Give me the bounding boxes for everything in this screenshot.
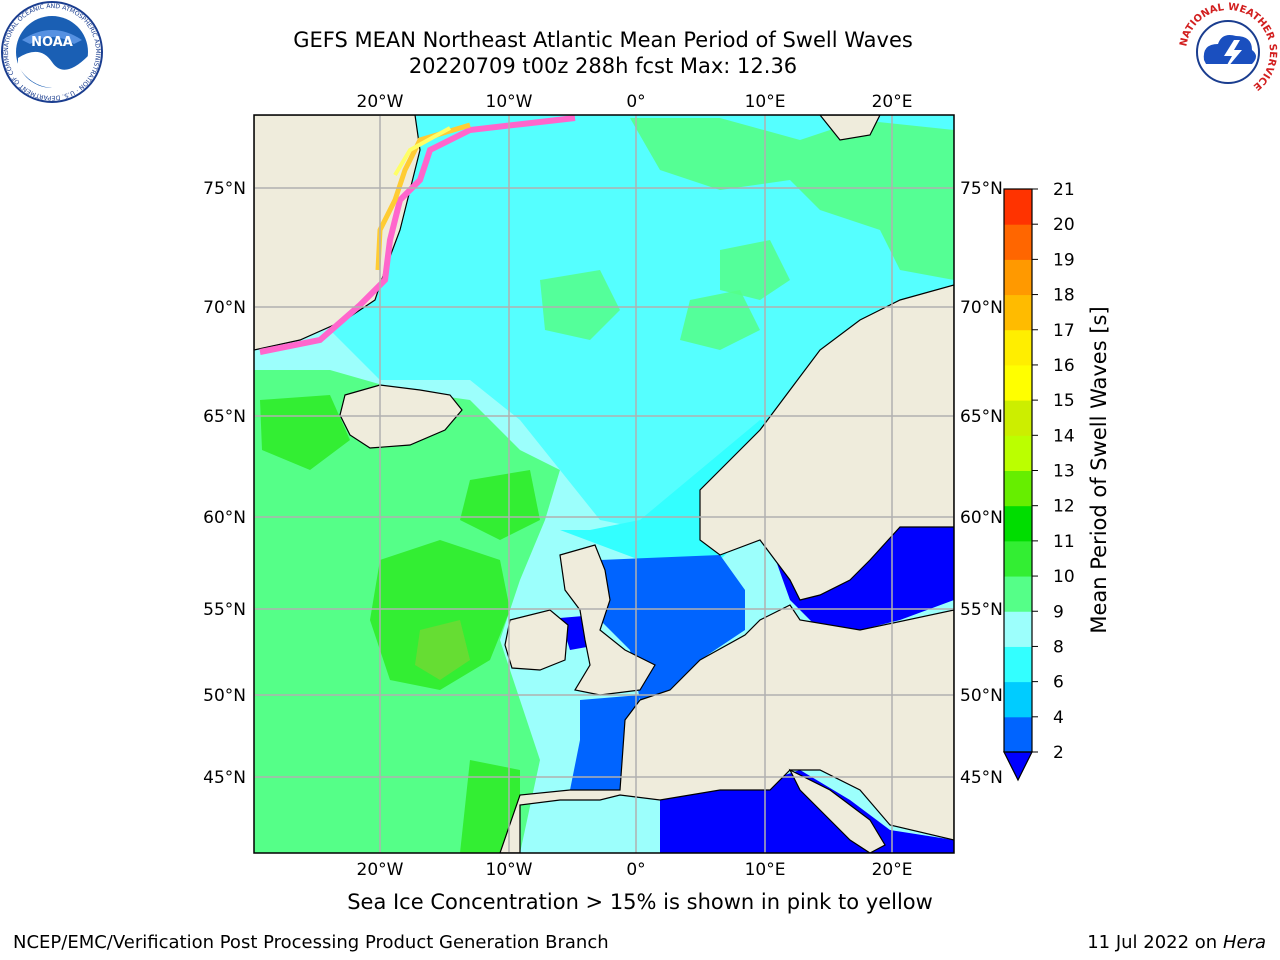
noaa-logo-text: NOAA [31, 35, 73, 50]
colorbar-bin [1004, 294, 1032, 331]
swell-zone-9-10s-mid2 [680, 290, 760, 350]
land-uk [559, 544, 656, 696]
nws-logo: NATIONAL WEATHER SERVICE [1178, 2, 1278, 102]
latitude-label: 65°N [960, 407, 1003, 427]
colorbar-bin [1004, 224, 1032, 260]
longitude-label: 10°W [486, 860, 533, 880]
colorbar-tick-label: 19 [1053, 250, 1075, 270]
colorbar: 2 4 6 8 9 10 11 12 13 14 15 16 17 18 19 20 21 [1003, 180, 1075, 782]
longitude-label: 20°W [357, 860, 404, 880]
latitude-label: 55°N [203, 600, 246, 620]
latitude-label: 45°N [203, 768, 246, 788]
swell-zone-9-10s-north [630, 118, 954, 280]
colorbar-tick-label: 20 [1053, 215, 1075, 235]
latitude-label: 70°N [203, 298, 246, 318]
land-italy-boot [788, 768, 886, 853]
land-svalbard [819, 115, 881, 141]
latitude-label: 50°N [960, 686, 1003, 706]
longitude-label: 10°E [745, 92, 786, 112]
latitude-label: 50°N [203, 686, 246, 706]
colorbar-tick-label: 12 [1053, 497, 1075, 517]
footer-date-text: 11 Jul 2022 on [1087, 932, 1223, 953]
colorbar-tick-label: 2 [1053, 743, 1064, 763]
colorbar-bin [1004, 505, 1032, 542]
longitude-label: 20°E [872, 860, 913, 880]
longitude-label: 0° [626, 860, 645, 880]
longitude-label: 0° [626, 92, 645, 112]
colorbar-tick-label: 16 [1053, 356, 1075, 376]
colorbar-bin [1004, 400, 1032, 436]
swell-zone-11-12s [415, 620, 470, 680]
colorbar-bin [1004, 435, 1032, 471]
sea-ice-caption: Sea Ice Concentration > 15% is shown in … [347, 890, 933, 914]
colorbar-tick-label: 17 [1053, 321, 1075, 341]
latitude-label: 70°N [960, 298, 1003, 318]
colorbar-bin [1004, 716, 1032, 753]
colorbar-bin [1004, 470, 1032, 507]
colorbar-tick-label: 13 [1053, 462, 1075, 482]
footer-date: 11 Jul 2022 on Hera [1087, 932, 1266, 953]
swell-zone-9-10s-mid3 [720, 240, 790, 300]
sea-ice-yellow [393, 126, 451, 177]
latitude-label: 65°N [203, 407, 246, 427]
swell-zone-2-4s-med [660, 770, 954, 853]
colorbar-bin [1004, 540, 1032, 577]
land-ireland [504, 609, 569, 671]
colorbar-bin [1004, 364, 1032, 401]
swell-zone-10-11s-b [260, 395, 350, 470]
land-scandinavia [699, 284, 954, 601]
chart-subtitle: 20220709 t00z 288h fcst Max: 12.36 [408, 54, 798, 78]
colorbar-tick-label: 4 [1053, 708, 1064, 728]
colorbar-tick-label: 8 [1053, 637, 1064, 657]
swell-zone-2-4s-baltic [765, 527, 954, 630]
map-frame [253, 114, 955, 854]
longitude-label: 20°E [872, 92, 913, 112]
colorbar-tick-label: 14 [1053, 426, 1075, 446]
colorbar-bin [1004, 646, 1032, 683]
footer-credit: NCEP/EMC/Verification Post Processing Pr… [13, 932, 609, 953]
colorbar-bin [1004, 611, 1032, 647]
colorbar-tick-label: 10 [1053, 567, 1075, 587]
longitude-label: 20°W [357, 92, 404, 112]
colorbar-bin [1004, 259, 1032, 296]
colorbar-extend-arrow [1003, 751, 1033, 782]
colorbar-tick-label: 9 [1053, 602, 1064, 622]
latitude-label: 75°N [203, 179, 246, 199]
colorbar-bin [1004, 329, 1032, 366]
latitude-label: 55°N [960, 600, 1003, 620]
noaa-logo: NATIONAL OCEANIC AND ATMOSPHERIC ADMINIS… [0, 0, 103, 103]
colorbar-bin [1004, 681, 1032, 718]
swell-zone-10-11s-d [460, 760, 520, 853]
chart-title: GEFS MEAN Northeast Atlantic Mean Period… [293, 28, 913, 52]
longitude-label: 10°W [486, 92, 533, 112]
latitude-label: 45°N [960, 768, 1003, 788]
swell-zone-10-11s-c [460, 470, 540, 540]
colorbar-tick-label: 18 [1053, 286, 1075, 306]
footer-machine: Hera [1222, 932, 1266, 953]
latitude-label: 60°N [960, 508, 1003, 528]
land-continent [499, 604, 954, 853]
colorbar-tick-label: 21 [1053, 180, 1075, 200]
latitude-label: 75°N [960, 179, 1003, 199]
swell-zone-9-10s-mid1 [540, 270, 620, 340]
colorbar-bin [1004, 189, 1032, 225]
colorbar-tick-label: 15 [1053, 391, 1075, 411]
colorbar-tick-label: 6 [1053, 673, 1064, 693]
swell-zone-10-11s [370, 540, 510, 690]
latitude-label: 60°N [203, 508, 246, 528]
colorbar-bin [1004, 576, 1032, 612]
longitude-label: 10°E [745, 860, 786, 880]
colorbar-label: Mean Period of Swell Waves [s] [1087, 306, 1111, 633]
colorbar-tick-label: 11 [1053, 532, 1075, 552]
sea-ice-edge [259, 115, 576, 355]
